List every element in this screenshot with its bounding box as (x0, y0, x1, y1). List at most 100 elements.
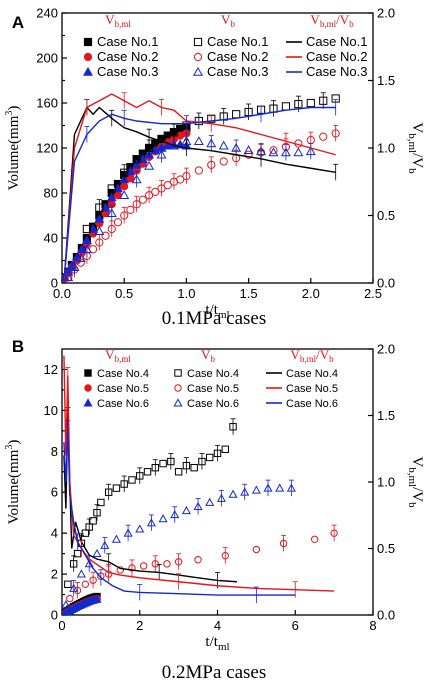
data-point (101, 231, 110, 240)
x-tick-label: 2 (136, 618, 143, 633)
data-point (132, 155, 141, 164)
data-point (143, 468, 152, 476)
series-line-6 (63, 99, 339, 277)
data-point (89, 517, 97, 525)
data-point (169, 128, 179, 137)
series-line (63, 106, 336, 277)
x-tick-label: 0.5 (115, 286, 133, 301)
data-point (158, 514, 168, 523)
data-point (176, 175, 185, 184)
data-point (131, 174, 142, 184)
legend-label: Case No.4 (97, 368, 149, 380)
data-point (132, 200, 141, 209)
data-point (116, 566, 125, 574)
series-line (63, 415, 237, 583)
legend-label: Case No.6 (286, 398, 338, 410)
chart-panel-b: 0 2 4 6 8 0 2 4 6 8 10 12 0.0 0.5 1.0 1.5 2.0 Bt/tml Volum… (4, 337, 425, 683)
x-tick-label: 2.0 (302, 286, 320, 301)
x-tick-label: 2.5 (364, 286, 382, 301)
data-point (146, 518, 156, 527)
data-point (85, 523, 93, 531)
data-point (240, 487, 250, 496)
data-point (62, 600, 71, 609)
data-point (84, 559, 94, 568)
data-point (144, 191, 154, 200)
y2-axis-label: Vb,ml/Vb (406, 456, 425, 508)
data-point (232, 110, 241, 119)
data-point (275, 483, 285, 492)
data-point (75, 253, 86, 263)
data-point (97, 498, 105, 507)
data-point (119, 190, 130, 200)
y2-tick-label: 0.5 (377, 208, 395, 223)
series-line (63, 93, 336, 277)
legend-header: Vb (221, 12, 235, 29)
legend-marker (84, 369, 92, 377)
data-point (139, 562, 148, 570)
legend-marker (83, 66, 93, 76)
y-tick-label: 200 (36, 51, 58, 66)
y-tick-label: 8 (51, 444, 58, 459)
series-line-7 (63, 355, 335, 598)
legend-label: Case No.2 (207, 49, 268, 64)
y2-axis-label: Vb,ml/Vb (406, 122, 425, 174)
data-point (73, 586, 82, 595)
data-point (112, 183, 123, 193)
legend-marker (83, 37, 93, 47)
data-point (194, 556, 202, 564)
legend-label: Case No.4 (187, 368, 239, 380)
data-point (194, 166, 203, 175)
data-point (82, 224, 91, 234)
data-point (263, 483, 273, 492)
data-point (252, 545, 261, 554)
x-tick-label: 0 (58, 618, 65, 633)
data-point (181, 505, 191, 515)
data-point (219, 157, 228, 166)
data-point (330, 529, 338, 537)
data-point (93, 508, 101, 517)
data-point (319, 132, 328, 141)
series-open-5 (62, 479, 296, 609)
data-point (281, 102, 291, 111)
data-point (76, 258, 85, 267)
data-point (63, 266, 74, 276)
legend-marker (193, 52, 203, 62)
data-point (221, 445, 229, 453)
data-layer (62, 92, 340, 283)
data-point (157, 184, 166, 193)
data-point (89, 576, 97, 584)
data-point (81, 580, 90, 589)
y2-tick-label: 1.5 (377, 408, 395, 423)
legend-label: Case No.2 (97, 49, 158, 64)
legend: Vb,ml Vb Vb,ml/Vb Case No.4 Case No.4 Case No… (83, 347, 338, 410)
data-point (163, 181, 172, 190)
legend-marker (174, 369, 182, 377)
x-tick-label: 1.5 (240, 286, 258, 301)
data-point (95, 238, 104, 247)
data-point (151, 463, 160, 472)
data-point (205, 497, 215, 506)
data-point (81, 244, 92, 254)
data-point (156, 149, 167, 159)
data-point (125, 166, 136, 176)
x-tick-label: 0.0 (53, 286, 71, 301)
legend-label: Case No.1 (306, 34, 367, 49)
data-point (63, 272, 74, 282)
legend-label: Case No.1 (207, 34, 268, 49)
data-point (294, 100, 303, 109)
data-point (107, 184, 116, 193)
data-point (112, 484, 121, 492)
data-point (206, 453, 214, 462)
x-tick-label: 4 (214, 618, 221, 633)
data-point (92, 548, 102, 558)
data-point (104, 488, 113, 496)
data-point (69, 560, 78, 568)
data-point (73, 549, 82, 558)
y-tick-label: 160 (36, 96, 58, 111)
data-point (100, 540, 110, 549)
data-point (88, 223, 99, 233)
data-point (81, 529, 90, 537)
data-layer (62, 355, 338, 615)
legend-label: Case No.4 (286, 368, 338, 380)
